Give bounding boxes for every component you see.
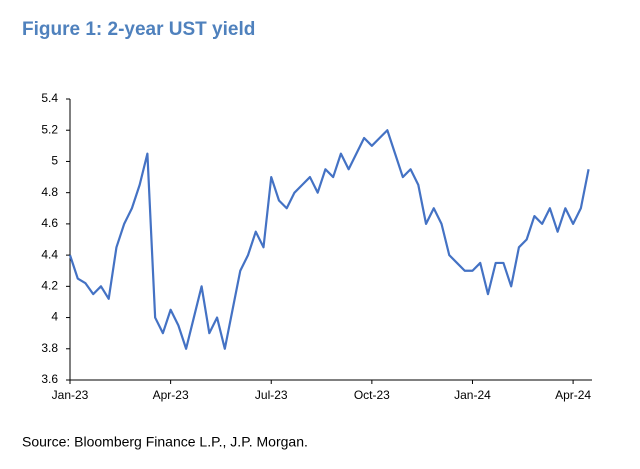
y-tick-label: 4.8 xyxy=(41,185,58,199)
source-note: Source: Bloomberg Finance L.P., J.P. Mor… xyxy=(22,434,308,450)
y-tick-label: 4.4 xyxy=(41,247,58,261)
y-tick-label: 4 xyxy=(51,310,58,324)
x-tick-label: Oct-23 xyxy=(354,388,390,402)
x-tick-label: Jan-24 xyxy=(454,388,491,402)
x-tick-label: Apr-23 xyxy=(153,388,189,402)
x-tick-label: Jul-23 xyxy=(255,388,288,402)
chart-title: Figure 1: 2-year UST yield xyxy=(22,19,255,40)
line-series xyxy=(68,129,590,350)
x-tick-label: Apr-24 xyxy=(555,388,591,402)
y-tick-label: 5 xyxy=(51,154,58,168)
y-tick-label: 4.6 xyxy=(41,216,58,230)
y-tick-label: 3.6 xyxy=(41,372,58,386)
y-tick-label: 5.4 xyxy=(41,91,58,105)
x-tick-label: Jan-23 xyxy=(52,388,89,402)
y-tick-label: 4.2 xyxy=(41,279,58,293)
y-tick-label: 5.2 xyxy=(41,122,58,136)
y-tick-label: 3.8 xyxy=(41,341,58,355)
